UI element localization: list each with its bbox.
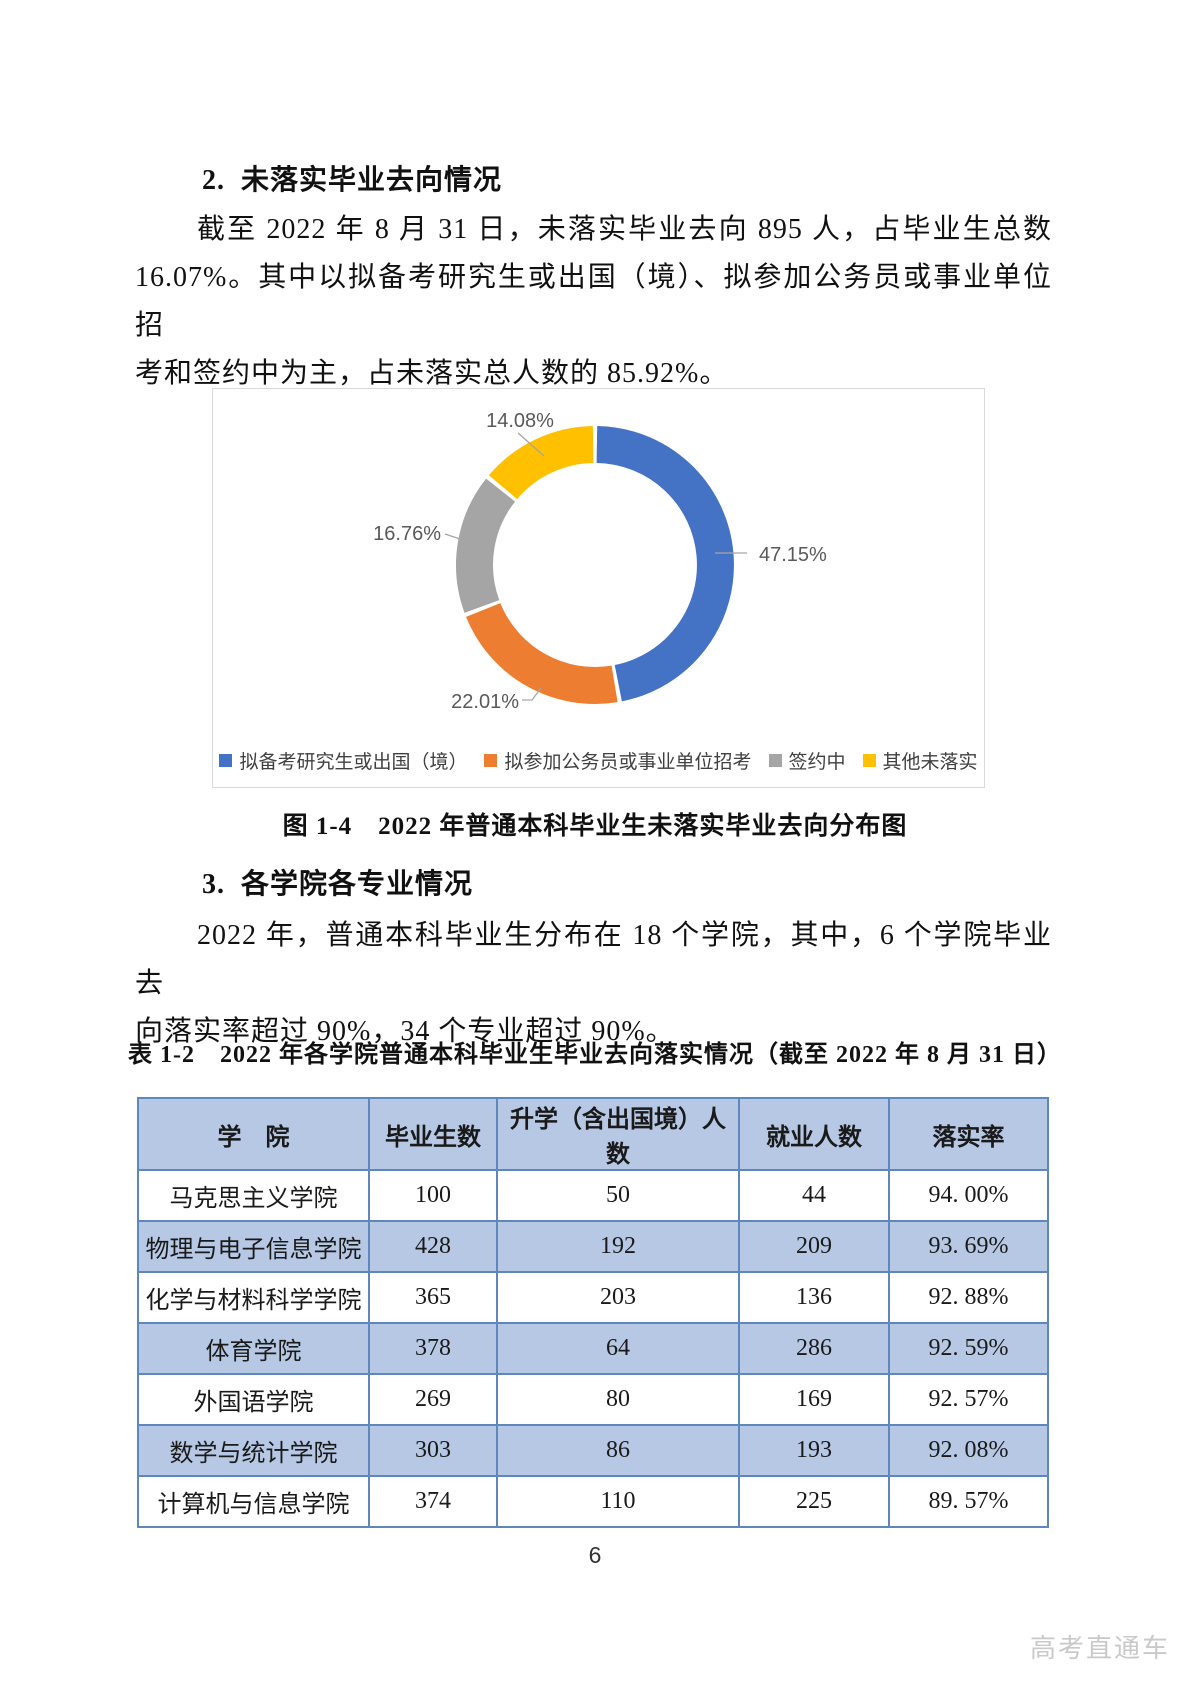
- donut-chart-figure: 47.15% 22.01% 16.76% 14.08% 拟备考研究生或出国（境） 拟参加…: [212, 388, 985, 788]
- legend-item: 其他未落实: [862, 747, 978, 774]
- section-3-heading: 3. 各学院各专业情况: [202, 869, 474, 900]
- section-2-paragraph: 截至 2022 年 8 月 31 日，未落实毕业去向 895 人，占毕业生总数 1…: [135, 206, 1052, 398]
- legend-label: 其他未落实: [882, 752, 978, 773]
- table-cell: 86: [496, 1424, 740, 1477]
- legend-swatch-icon: [484, 754, 498, 767]
- paragraph-line: 向落实率超过 90%，34 个专业超过 90%。: [135, 1016, 675, 1047]
- slice-value-label: 16.76%: [373, 523, 441, 545]
- table-cell: 209: [738, 1220, 890, 1273]
- column-header: 毕业生数: [368, 1097, 498, 1171]
- donut-chart: 47.15% 22.01% 16.76% 14.08%: [373, 410, 827, 713]
- table-row: 体育学院 378 64 286 92. 59%: [137, 1322, 1049, 1375]
- table-cell: 303: [368, 1424, 498, 1477]
- page-number: 6: [588, 1542, 602, 1568]
- table-cell: 269: [368, 1373, 498, 1426]
- chart-legend: 拟备考研究生或出国（境） 拟参加公务员或事业单位招考 签约中 其他未落实: [213, 747, 984, 774]
- table-cell: 89. 57%: [888, 1475, 1049, 1528]
- legend-label: 拟参加公务员或事业单位招考: [504, 752, 752, 773]
- slice-value-label: 47.15%: [759, 544, 827, 566]
- table-cell: 136: [738, 1271, 890, 1324]
- table-cell: 92. 08%: [888, 1424, 1049, 1477]
- column-header: 升学（含出国境）人数: [496, 1097, 740, 1171]
- legend-swatch-icon: [219, 754, 233, 767]
- paragraph-line: 截至 2022 年 8 月 31 日，未落实毕业去向 895 人，占毕业生总数: [197, 214, 1052, 245]
- figure-caption: 图 1-4 2022 年普通本科毕业生未落实毕业去向分布图: [282, 813, 908, 840]
- watermark: 高考直通车: [1029, 1634, 1170, 1663]
- table-row: 化学与材料科学学院 365 203 136 92. 88%: [137, 1271, 1049, 1324]
- table-cell: 94. 00%: [888, 1169, 1049, 1222]
- legend-item: 签约中: [768, 747, 846, 774]
- table-cell: 计算机与信息学院: [137, 1475, 370, 1528]
- table-caption: 表 1-2 2022 年各学院普通本科毕业生毕业去向落实情况（截至 2022 年…: [128, 1042, 1062, 1068]
- table-cell: 64: [496, 1322, 740, 1375]
- table-header-row: 学 院毕业生数 升学（含出国境）人数 就业人数 落实率: [137, 1097, 1049, 1171]
- paragraph-line: 16.07%。其中以拟备考研究生或出国（境）、拟参加公务员或事业单位招: [135, 262, 1052, 341]
- column-header: 落实率: [888, 1097, 1049, 1171]
- table-cell: 365: [368, 1271, 498, 1324]
- table-cell: 192: [496, 1220, 740, 1273]
- legend-item: 拟备考研究生或出国（境）: [219, 747, 467, 774]
- legend-swatch-icon: [862, 754, 876, 767]
- table-row: 计算机与信息学院 374 110 225 89. 57%: [137, 1475, 1049, 1528]
- legend-label: 签约中: [788, 752, 846, 773]
- table-cell: 体育学院: [137, 1322, 370, 1375]
- table-cell: 80: [496, 1373, 740, 1426]
- label-leader-line: [444, 533, 461, 540]
- label-leader-line: [522, 687, 542, 701]
- column-header: 学 院: [137, 1097, 370, 1171]
- donut-slice-2: [456, 478, 516, 613]
- donut-slice-0: [596, 426, 734, 702]
- slice-value-label: 14.08%: [486, 410, 554, 432]
- legend-swatch-icon: [768, 754, 782, 767]
- table-cell: 数学与统计学院: [137, 1424, 370, 1477]
- table-row: 外国语学院 269 80 169 92. 57%: [137, 1373, 1049, 1426]
- section-3-paragraph: 2022 年，普通本科毕业生分布在 18 个学院，其中，6 个学院毕业去向落实率…: [135, 912, 1052, 1056]
- table-cell: 193: [738, 1424, 890, 1477]
- table-cell: 374: [368, 1475, 498, 1528]
- table-cell: 92. 88%: [888, 1271, 1049, 1324]
- table-cell: 化学与材料科学学院: [137, 1271, 370, 1324]
- table-cell: 外国语学院: [137, 1373, 370, 1426]
- table-cell: 225: [738, 1475, 890, 1528]
- paragraph-line: 2022 年，普通本科毕业生分布在 18 个学院，其中，6 个学院毕业去: [135, 920, 1052, 999]
- section-2-heading: 2. 未落实毕业去向情况: [202, 165, 503, 196]
- table-cell: 马克思主义学院: [137, 1169, 370, 1222]
- table-cell: 110: [496, 1475, 740, 1528]
- donut-slice-3: [488, 426, 594, 500]
- college-employment-table: 学 院毕业生数 升学（含出国境）人数 就业人数 落实率 马克思主义学院 100 50 44 9…: [137, 1097, 1049, 1528]
- table-cell: 203: [496, 1271, 740, 1324]
- table-cell: 93. 69%: [888, 1220, 1049, 1273]
- table-cell: 428: [368, 1220, 498, 1273]
- legend-item: 拟参加公务员或事业单位招考: [484, 747, 752, 774]
- table-cell: 169: [738, 1373, 890, 1426]
- table-cell: 378: [368, 1322, 498, 1375]
- slice-value-label: 22.01%: [451, 691, 519, 713]
- table-cell: 92. 57%: [888, 1373, 1049, 1426]
- paragraph-line: 考和签约中为主，占未落实总人数的 85.92%。: [135, 358, 729, 389]
- table-row: 马克思主义学院 100 50 44 94. 00%: [137, 1169, 1049, 1222]
- table-cell: 44: [738, 1169, 890, 1222]
- table-row: 物理与电子信息学院 428 192 209 93. 69%: [137, 1220, 1049, 1273]
- table-cell: 物理与电子信息学院: [137, 1220, 370, 1273]
- table-cell: 286: [738, 1322, 890, 1375]
- table-cell: 92. 59%: [888, 1322, 1049, 1375]
- label-leader-line: [517, 432, 545, 457]
- table-cell: 50: [496, 1169, 740, 1222]
- donut-slice-1: [466, 602, 618, 704]
- legend-label: 拟备考研究生或出国（境）: [239, 752, 468, 773]
- column-header: 就业人数: [738, 1097, 890, 1171]
- table-row: 数学与统计学院 303 86 193 92. 08%: [137, 1424, 1049, 1477]
- table-cell: 100: [368, 1169, 498, 1222]
